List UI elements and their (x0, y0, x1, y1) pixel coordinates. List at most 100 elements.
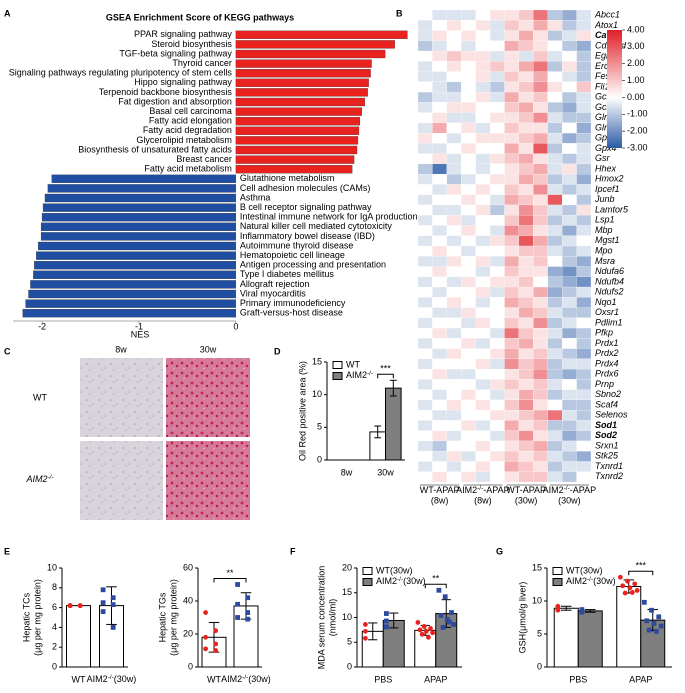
heatmap-cell (446, 297, 462, 308)
heatmap-cell (461, 399, 476, 411)
heatmap-cell (446, 61, 462, 72)
heatmap-cell (417, 266, 433, 277)
heatmap-cell (475, 245, 491, 257)
heatmap-cell (562, 399, 577, 411)
heatmap-cell (446, 81, 462, 93)
heatmap-cell (562, 50, 577, 62)
heatmap-cell (533, 133, 548, 144)
heatmap-cell (461, 204, 476, 216)
heatmap-cell (475, 440, 491, 452)
heatmap-cell (475, 399, 491, 411)
heatmap-cell (518, 297, 534, 308)
heatmap-cell (432, 163, 447, 175)
heatmap-cell (446, 440, 462, 452)
y-tick-label: 10 (47, 562, 57, 572)
column-group-sub: (30w) (515, 495, 538, 505)
data-point (417, 627, 423, 633)
heatmap-cell (576, 286, 592, 298)
legend-swatch (362, 567, 373, 575)
heatmap-cell (475, 184, 491, 195)
colorbar-tick-label: 4.00 (627, 24, 645, 34)
heatmap-cell (547, 327, 563, 339)
heatmap-cell (518, 184, 534, 195)
heatmap-cell (417, 133, 433, 144)
heatmap-cell (518, 471, 534, 483)
category-label: Natural killer cell mediated cytotoxicit… (240, 221, 393, 231)
heatmap-cell (432, 317, 447, 329)
row-label: Txnrd1 (595, 461, 623, 471)
heatmap-cell (432, 399, 447, 411)
y-tick-label: 5 (347, 637, 352, 647)
heatmap-cell (475, 266, 491, 277)
heatmap-cell (461, 461, 476, 472)
heatmap-cell (533, 163, 548, 175)
heatmap-cell (489, 276, 505, 288)
heatmap-cell (461, 440, 476, 452)
heatmap-cell (562, 71, 577, 82)
heatmap-cell (475, 91, 491, 103)
row-label: Gpx3 (595, 133, 617, 143)
heatmap-cell (562, 451, 577, 462)
heatmap-cell (489, 430, 505, 442)
heatmap-cell (432, 102, 447, 113)
heatmap-cell (518, 389, 534, 401)
heatmap-cell (547, 81, 563, 93)
heatmap-cell (576, 81, 592, 93)
category-label: Graft-versus-host disease (240, 308, 343, 318)
heatmap-cell (446, 204, 462, 216)
heatmap-cell (533, 102, 548, 113)
heatmap-cell (489, 317, 505, 329)
heatmap-cell (518, 91, 534, 103)
bar (235, 126, 360, 135)
heatmap-cell (518, 40, 534, 52)
heatmap-cell (576, 91, 592, 103)
bar (41, 213, 237, 222)
heatmap-cell (562, 245, 577, 257)
heatmap-cell (518, 348, 534, 359)
heatmap-cell (489, 91, 505, 103)
data-point (649, 607, 654, 613)
heatmap-cell (461, 317, 476, 329)
heatmap-cell (518, 399, 534, 411)
heatmap-cell (504, 215, 520, 226)
heatmap-cell (518, 122, 534, 134)
bar (36, 251, 237, 260)
row-label: Sod1 (595, 420, 617, 430)
heatmap-cell (417, 184, 433, 195)
heatmap-cell (518, 317, 534, 329)
heatmap-cell (533, 461, 548, 472)
heatmap-cell (547, 266, 563, 277)
row-label: Mgst1 (595, 235, 620, 245)
heatmap-cell (489, 71, 505, 82)
heatmap-cell (446, 40, 462, 52)
heatmap-cell (489, 20, 505, 31)
heatmap-cell (417, 40, 433, 52)
heatmap-cell (432, 389, 447, 401)
significance-bracket (213, 578, 247, 583)
category-label: Viral myocarditis (240, 288, 306, 298)
row-label: Gsr (595, 153, 611, 163)
colorbar-tick-label: -1.00 (627, 109, 648, 119)
data-point (77, 603, 83, 609)
heatmap-cell (533, 410, 548, 421)
heatmap-cell (533, 174, 548, 185)
heatmap-cell (547, 420, 563, 431)
heatmap-cell (432, 358, 447, 370)
colorbar-tick-label: 1.00 (627, 75, 645, 85)
heatmap-cell (547, 71, 563, 82)
category-label: Hippo signaling pathway (134, 77, 232, 87)
text-part: -/- (47, 474, 54, 481)
heatmap-cell (518, 204, 534, 216)
legend-label: AIM2-/- (346, 370, 373, 381)
data-point (428, 625, 433, 631)
heatmap-cell (489, 245, 505, 257)
heatmap-cell (533, 451, 548, 462)
heatmap-cell (461, 420, 476, 431)
heatmap-cell (562, 420, 577, 431)
heatmap-cell (562, 256, 577, 267)
heatmap-cell (562, 266, 577, 277)
heatmap-cell (489, 122, 505, 134)
heatmap-cell (576, 102, 592, 113)
heatmap-cell (432, 112, 447, 123)
heatmap-cell (432, 286, 447, 298)
